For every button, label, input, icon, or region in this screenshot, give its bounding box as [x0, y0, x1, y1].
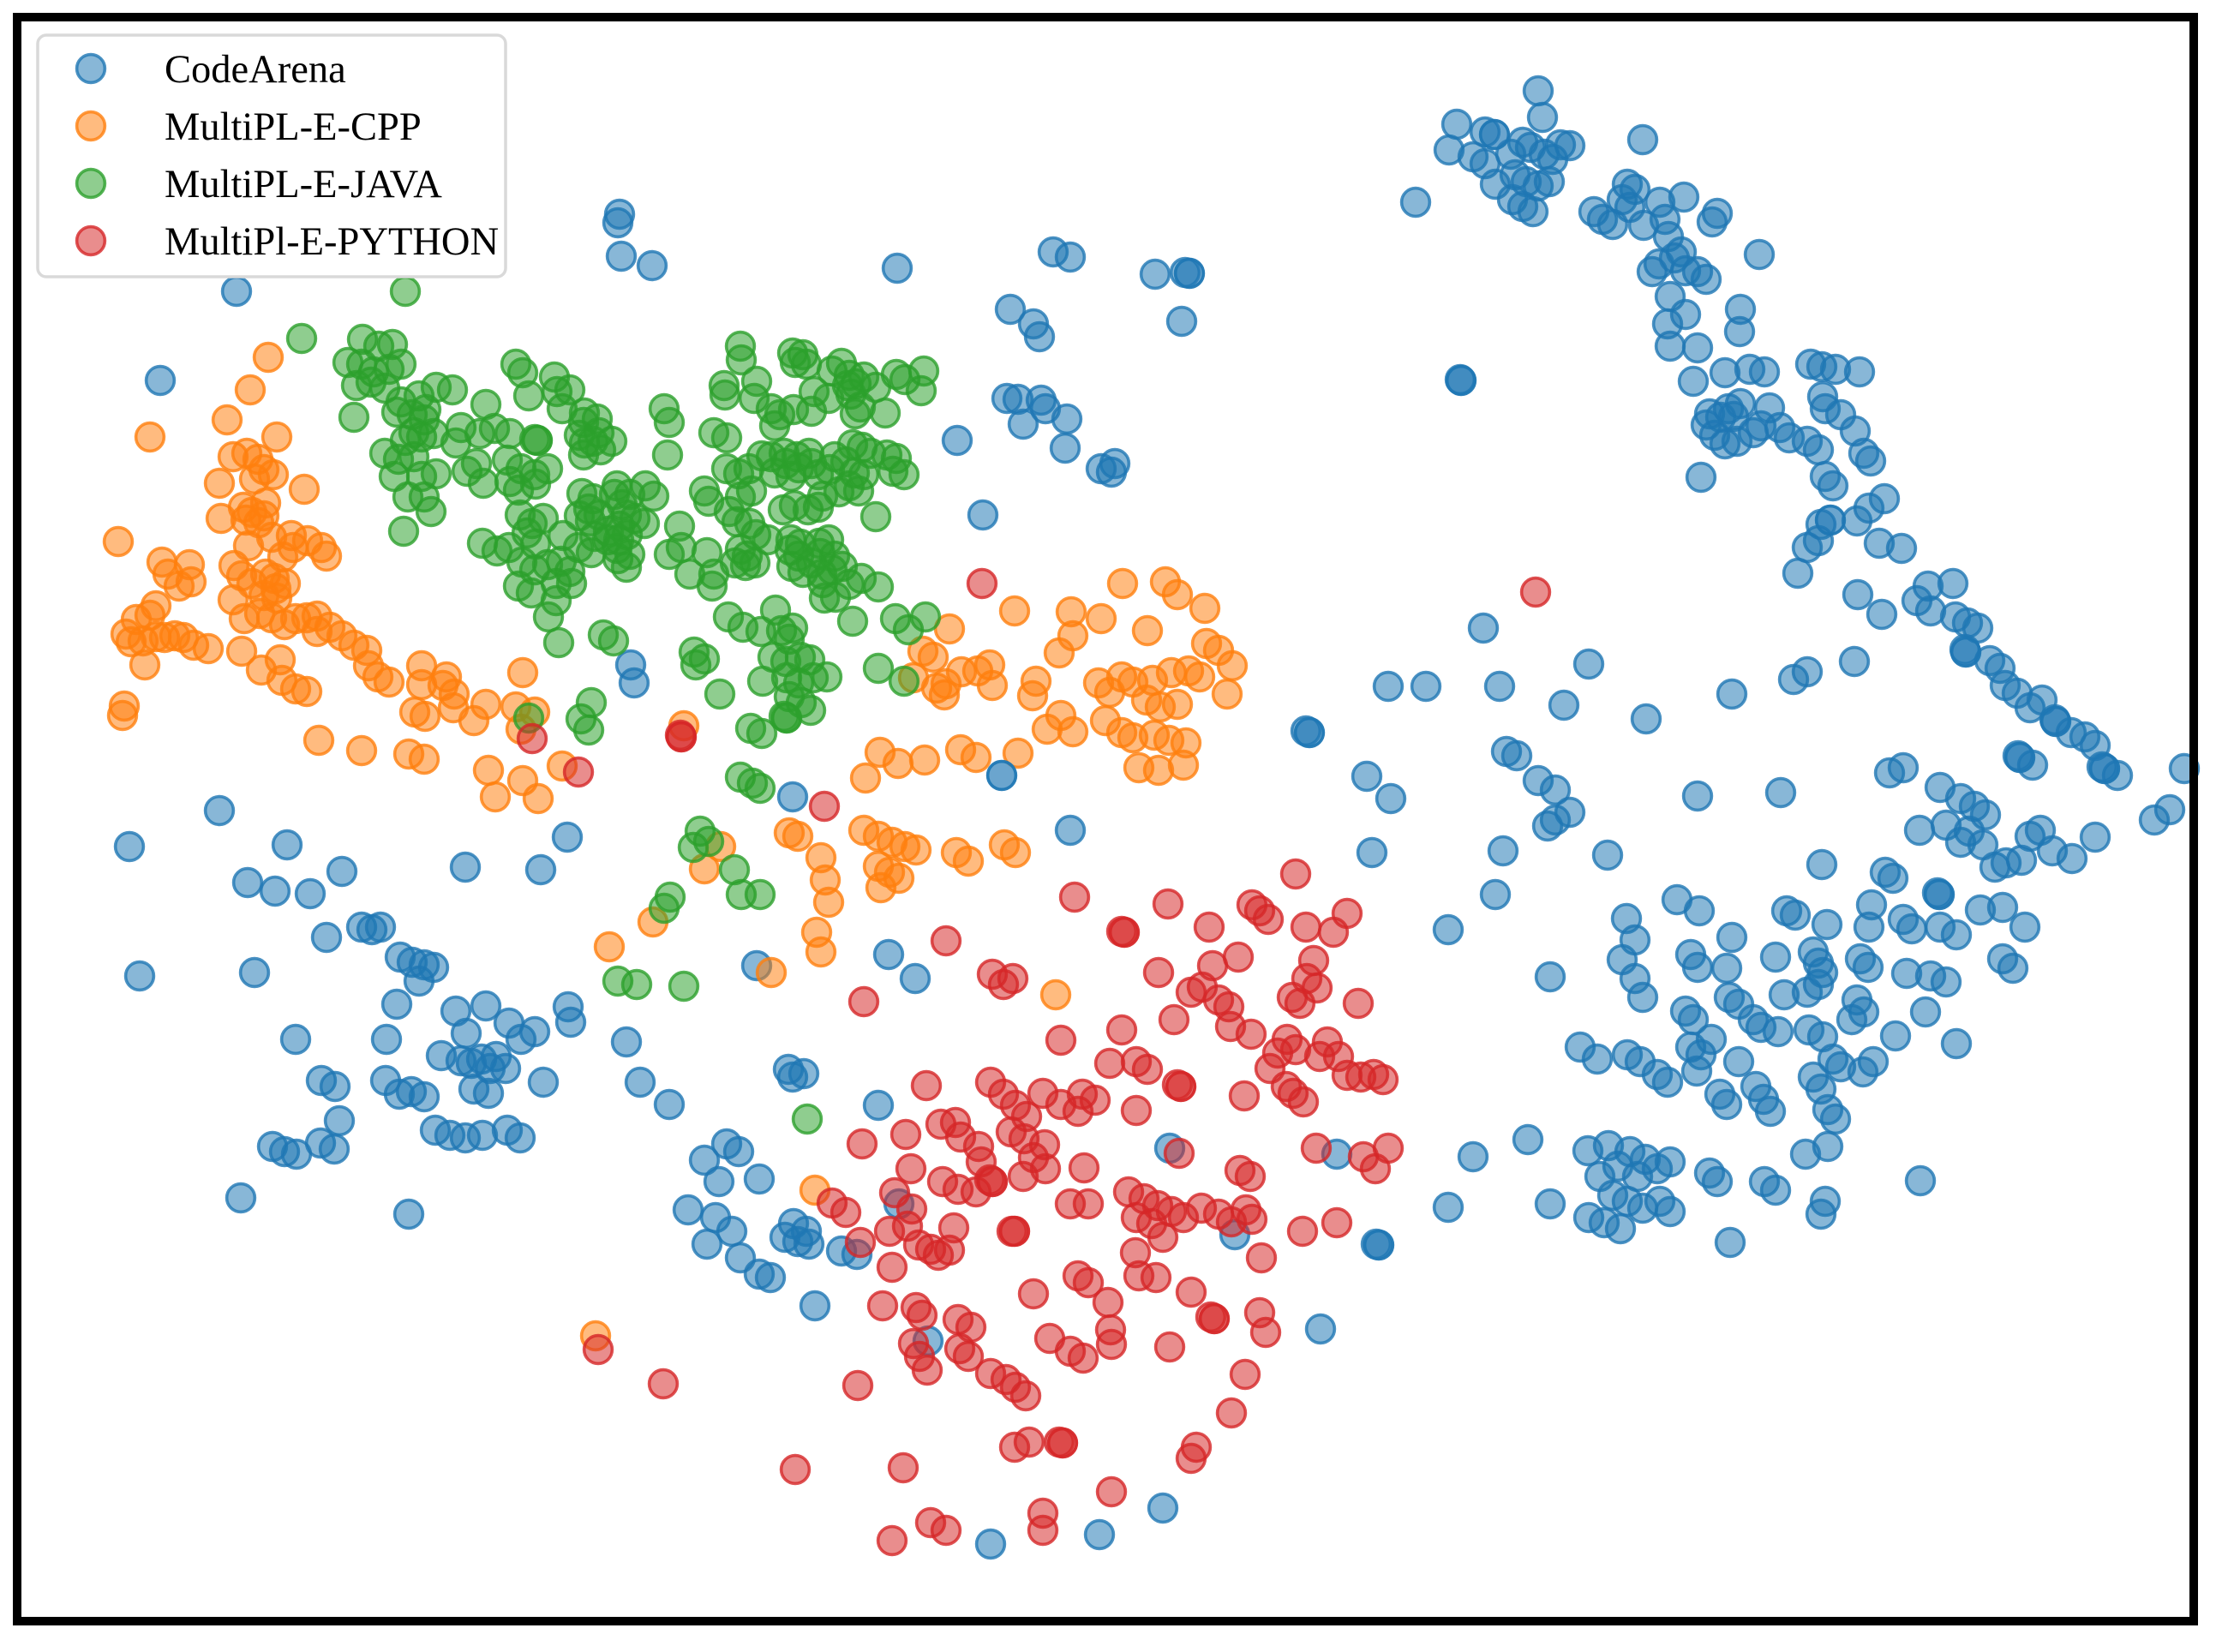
- svg-text:MultiPL-E-JAVA: MultiPL-E-JAVA: [165, 163, 442, 206]
- svg-text:CodeArena: CodeArena: [165, 48, 346, 92]
- svg-text:MultiPl-E-PYTHON: MultiPl-E-PYTHON: [165, 220, 499, 264]
- svg-text:MultiPL-E-CPP: MultiPL-E-CPP: [165, 105, 422, 149]
